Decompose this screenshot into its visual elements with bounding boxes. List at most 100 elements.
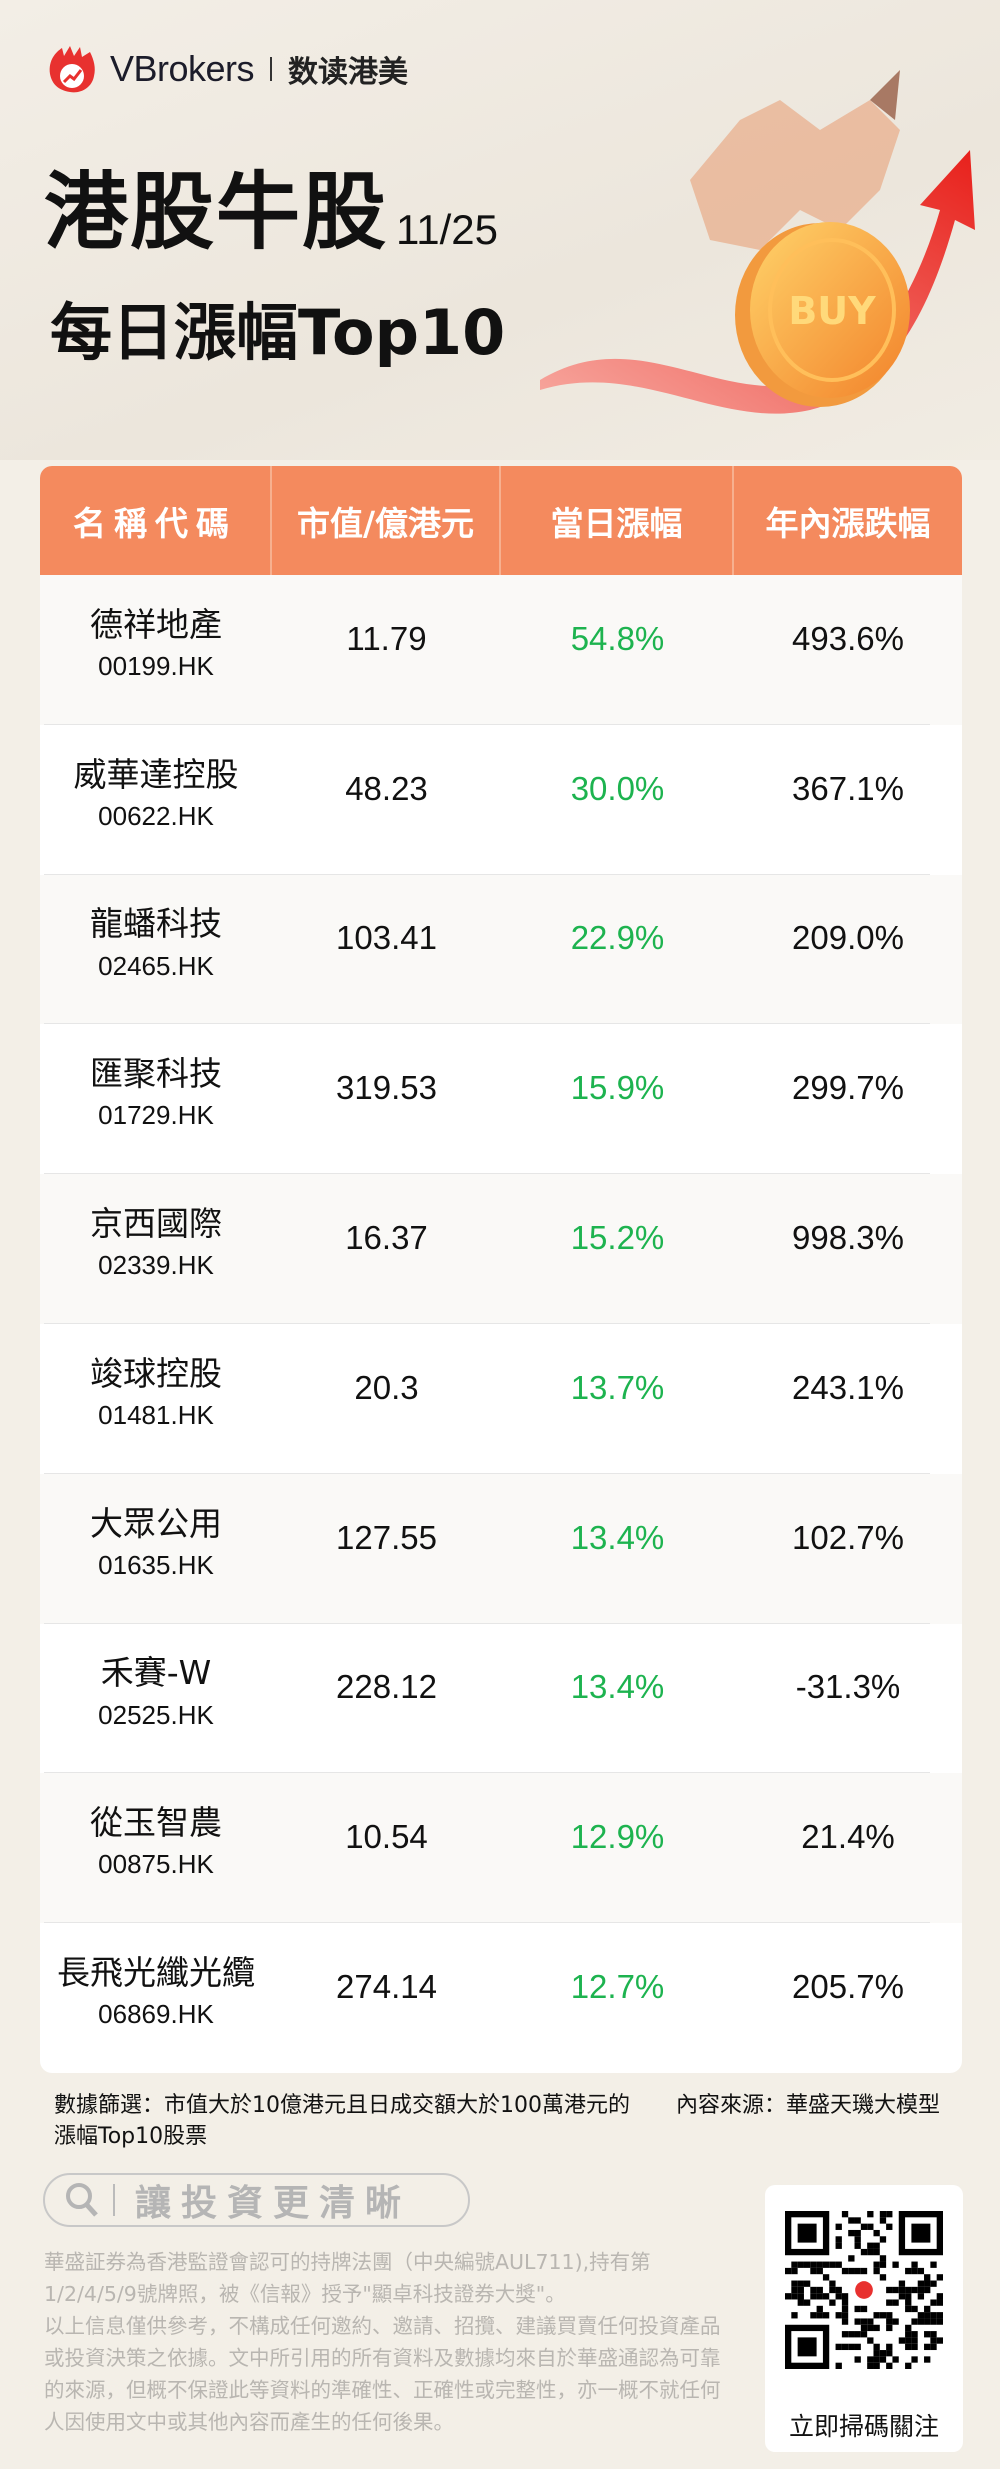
stock-code: 02525.HK [98, 1699, 214, 1730]
market-cap: 10.54 [345, 1818, 428, 1856]
stock-cell: 禾賽-W 02525.HK [40, 1624, 272, 1774]
brand-name: VBrokers [110, 48, 255, 89]
stock-name: 匯聚科技 [90, 1054, 222, 1094]
filter-note: 數據篩選：市值大於10億港元且日成交額大於100萬港元的漲幅Top10股票 [54, 2093, 630, 2149]
buy-coin-icon: BUY [735, 222, 910, 407]
column-header-ytd-change: 年內漲跌幅 [765, 503, 931, 543]
search-icon [66, 2183, 98, 2217]
brand-divider [270, 57, 273, 81]
table-row[interactable]: 匯聚科技 01729.HK 319.53 15.9% 299.7% [40, 1024, 962, 1174]
market-cap: 20.3 [354, 1368, 419, 1406]
disclaimer-license: 華盛証券為香港監證會認可的持牌法團（中央編號AUL711),持有第1/2/4/5… [44, 2250, 651, 2306]
table-row[interactable]: 竣球控股 01481.HK 20.3 13.7% 243.1% [40, 1324, 962, 1474]
table-row[interactable]: 從玉智農 00875.HK 10.54 12.9% 21.4% [40, 1773, 962, 1924]
ytd-change: 299.7% [792, 1069, 904, 1107]
column-header-name: 名稱代碼 [40, 466, 272, 575]
stock-cell: 大眾公用 01635.HK [40, 1474, 272, 1624]
market-cap: 228.12 [336, 1668, 437, 1706]
stock-cell: 從玉智農 00875.HK [40, 1773, 272, 1923]
ytd-change: 102.7% [792, 1518, 904, 1556]
stock-code: 00622.HK [98, 800, 214, 831]
market-cap: 103.41 [336, 919, 437, 957]
stock-name: 威華達控股 [73, 754, 239, 794]
table-row[interactable]: 長飛光纖光纜 06869.HK 274.14 12.7% 205.7% [40, 1923, 962, 2073]
day-change: 12.9% [570, 1818, 665, 1856]
ytd-change: -31.3% [795, 1668, 901, 1706]
stock-name: 大眾公用 [90, 1503, 222, 1543]
disclaimer-reference: 以上信息僅供參考，不構成任何邀約、邀請、招攬、建議買賣任何投資產品或投資決策之依… [44, 2314, 721, 2434]
title-date: 11/25 [396, 206, 499, 253]
stock-name: 京西國際 [90, 1203, 222, 1243]
qr-card[interactable]: 立即掃碼關注 [765, 2185, 963, 2452]
ytd-change: 243.1% [792, 1368, 904, 1406]
table-row[interactable]: 禾賽-W 02525.HK 228.12 13.4% -31.3% [40, 1624, 962, 1774]
source-note: 內容來源：華盛天璣大模型 [676, 2093, 941, 2118]
coin-label: BUY [788, 289, 876, 333]
table-row[interactable]: 威華達控股 00622.HK 48.23 30.0% 367.1% [40, 725, 962, 875]
bull-coin-illustration: BUY [540, 70, 975, 414]
qr-code-icon[interactable] [785, 2211, 943, 2369]
stock-code: 01481.HK [98, 1400, 214, 1430]
page-subtitle: 每日漲幅Top10 [50, 296, 506, 369]
stock-name: 德祥地產 [90, 604, 222, 644]
day-change: 15.9% [570, 1069, 665, 1107]
stock-name: 從玉智農 [90, 1803, 222, 1843]
bull-shape [690, 100, 900, 250]
stock-cell: 威華達控股 00622.HK [40, 725, 272, 875]
day-change: 13.4% [570, 1518, 665, 1556]
stock-code: 02465.HK [98, 950, 214, 981]
day-change: 54.8% [570, 619, 665, 657]
market-cap: 127.55 [336, 1518, 437, 1556]
search-divider [113, 2184, 115, 2216]
table-row[interactable]: 大眾公用 01635.HK 127.55 13.4% 102.7% [40, 1473, 962, 1624]
stock-code: 00875.HK [98, 1849, 214, 1880]
stock-cell: 匯聚科技 01729.HK [40, 1024, 272, 1174]
day-change: 13.7% [570, 1368, 665, 1406]
ytd-change: 209.0% [792, 919, 904, 957]
stock-name: 長飛光纖光纜 [57, 1952, 255, 1992]
table-row[interactable]: 京西國際 02339.HK 16.37 15.2% 998.3% [40, 1174, 962, 1324]
ytd-change: 367.1% [792, 769, 904, 807]
ytd-change: 205.7% [792, 1968, 904, 2006]
ytd-change: 998.3% [792, 1219, 904, 1257]
market-cap: 319.53 [336, 1069, 437, 1107]
column-header-day-change: 當日漲幅 [501, 466, 734, 575]
stock-cell: 德祥地產 00199.HK [40, 575, 272, 725]
market-cap: 48.23 [345, 769, 428, 807]
ranking-table: 名稱代碼 市值/億港元 當日漲幅 年內漲跌幅 德祥地產 00199.HK 11.… [40, 466, 962, 2073]
day-change: 15.2% [570, 1219, 665, 1257]
column-header-market-cap: 市值/億港元 [272, 466, 501, 575]
title-text: 港股牛股 [44, 163, 389, 261]
stock-code: 01729.HK [98, 1100, 214, 1131]
slogan-text: 讓投資更清晰 [135, 2183, 412, 2224]
ytd-change: 21.4% [801, 1818, 895, 1856]
day-change: 13.4% [570, 1668, 665, 1706]
page-title: 港股牛股 11/25 [44, 170, 498, 254]
stock-cell: 龍蟠科技 02465.HK [40, 875, 272, 1025]
brand-subtitle: 数读港美 [288, 55, 409, 90]
market-cap: 11.79 [346, 619, 427, 657]
market-cap: 274.14 [336, 1968, 437, 2006]
stock-code: 02339.HK [98, 1250, 214, 1281]
stock-name: 龍蟠科技 [90, 904, 222, 944]
slogan-search-pill: 讓投資更清晰 [43, 2173, 470, 2227]
stock-name: 禾賽-W [100, 1653, 212, 1693]
stock-cell: 京西國際 02339.HK [40, 1174, 272, 1324]
stock-code: 01635.HK [98, 1549, 214, 1580]
stock-code: 00199.HK [98, 651, 214, 682]
disclaimer: 華盛証券為香港監證會認可的持牌法團（中央編號AUL711),持有第1/2/4/5… [44, 2246, 734, 2438]
qr-label: 立即掃碼關注 [788, 2412, 939, 2441]
stock-name: 竣球控股 [90, 1353, 222, 1393]
table-row[interactable]: 龍蟠科技 02465.HK 103.41 22.9% 209.0% [40, 874, 962, 1025]
vbrokers-flame-icon [49, 46, 95, 93]
stock-cell: 長飛光纖光纜 06869.HK [40, 1923, 272, 2073]
brand-logo: VBrokers 数读港美 [44, 44, 408, 94]
day-change: 12.7% [570, 1968, 665, 2006]
ytd-change: 493.6% [792, 619, 904, 657]
table-row[interactable]: 德祥地產 00199.HK 11.79 54.8% 493.6% [40, 575, 962, 725]
stock-cell: 竣球控股 01481.HK [40, 1324, 272, 1474]
day-change: 30.0% [570, 769, 665, 807]
day-change: 22.9% [570, 919, 665, 957]
market-cap: 16.37 [345, 1219, 428, 1257]
table-header: 名稱代碼 市值/億港元 當日漲幅 年內漲跌幅 [40, 466, 962, 575]
